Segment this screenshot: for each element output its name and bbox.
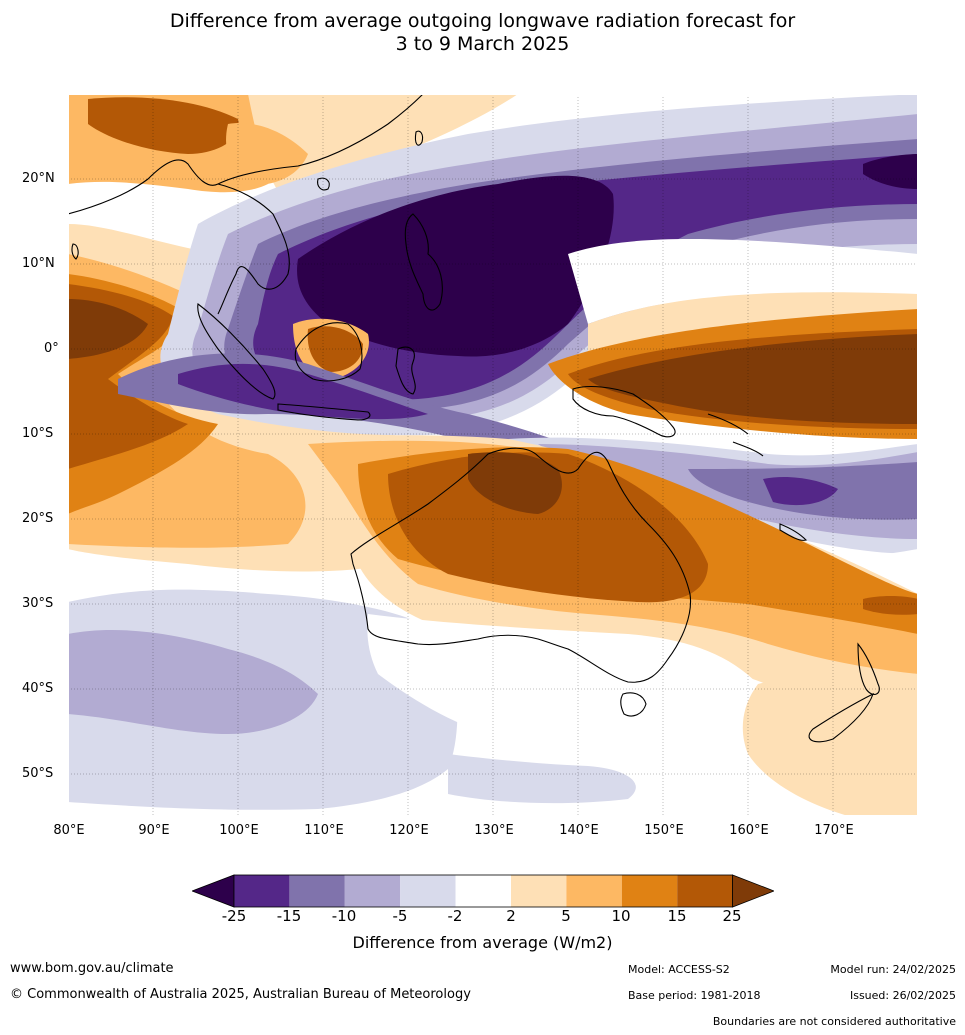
model-text: Model: ACCESS-S2: [628, 963, 730, 976]
legend-tick-3: -10: [331, 907, 357, 925]
legend-tick-4: -5: [392, 907, 408, 925]
legend-tick-1: -25: [221, 907, 247, 925]
lat-label-10s: 10°S: [22, 426, 54, 441]
sumatra-coastline: [197, 303, 276, 400]
solomon-islands-coastline: [707, 413, 764, 457]
legend-tick-2: -15: [276, 907, 302, 925]
hainan-coastline: [317, 177, 330, 191]
colorbar-segment-6: [511, 875, 567, 907]
indochina-coastline: [217, 183, 290, 315]
map-frame: [68, 94, 918, 816]
north-orange-patch: [226, 123, 308, 186]
new-caledonia-coastline: [779, 523, 808, 541]
legend-tick-9: 15: [667, 907, 687, 925]
base-period-text: Base period: 1981-2018: [628, 989, 761, 1002]
disclaimer-text: Boundaries are not considered authoritat…: [712, 1015, 956, 1028]
colorbar-segment-7: [566, 875, 622, 907]
south-australia-white: [367, 614, 761, 756]
lat-label-20s: 20°S: [22, 511, 54, 526]
colorbar-segment-1: [234, 875, 290, 907]
asia-brown-region: [88, 97, 239, 154]
pacific-light-orange: [588, 292, 918, 364]
colorbar-segment-3: [344, 875, 401, 907]
asia-mainland-coastline: [67, 93, 424, 215]
colorbar-left-arrow: [192, 874, 235, 908]
tasman-brown-patch: [863, 595, 918, 615]
southern-mid-purple-region: [68, 629, 318, 734]
tasmania-coastline: [620, 692, 647, 717]
new-zealand-south-coastline: [808, 692, 874, 743]
lon-label-120e: 120°E: [389, 823, 429, 838]
pacific-white-band: [568, 239, 918, 324]
copyright-text: © Commonwealth of Australia 2025, Austra…: [10, 987, 471, 1002]
lat-label-40s: 40°S: [22, 681, 54, 696]
pacific-darkest-brown: [588, 334, 918, 424]
title-line-1: Difference from average outgoing longwav…: [169, 10, 796, 32]
legend-colorbar: [192, 874, 774, 908]
legend-tick-7: 5: [561, 907, 571, 925]
lat-label-10n: 10°N: [22, 256, 55, 271]
issued-text: Issued: 26/02/2025: [849, 989, 956, 1002]
java-coastline: [277, 403, 371, 421]
tasman-light-orange: [742, 672, 918, 816]
sulawesi-coastline: [395, 346, 416, 395]
australia-coastline: [350, 447, 692, 683]
nz-south-light-purple: [448, 754, 636, 804]
lat-label-30s: 30°S: [22, 596, 54, 611]
olr-anomaly-map: [67, 93, 919, 816]
png-coastline: [572, 385, 676, 438]
legend-tick-10: 25: [722, 907, 742, 925]
model-run-text: Model run: 24/02/2025: [830, 963, 956, 976]
lon-label-160e: 160°E: [729, 823, 769, 838]
north-pacific-darkest-purple: [863, 154, 918, 189]
legend-tick-8: 10: [611, 907, 631, 925]
australia-darkest-brown: [468, 452, 562, 514]
lon-label-130e: 130°E: [474, 823, 514, 838]
lat-label-20n: 20°N: [22, 171, 55, 186]
taiwan-coastline: [414, 130, 424, 146]
map-grid: [68, 94, 918, 816]
map-svg: [67, 93, 919, 816]
new-zealand-north-coastline: [857, 642, 880, 695]
coastlines: [67, 93, 880, 743]
colorbar-frame: [233, 874, 734, 908]
lon-label-80e: 80°E: [53, 823, 85, 838]
sri-lanka-coastline: [71, 243, 79, 260]
lon-label-100e: 100°E: [219, 823, 259, 838]
legend-label: Difference from average (W/m2): [352, 933, 613, 952]
lon-label-90e: 90°E: [138, 823, 170, 838]
colorbar-segment-9: [677, 875, 733, 907]
south-pacific-dark-patch: [763, 477, 838, 506]
colorbar-segment-2: [289, 875, 345, 907]
colorbar-right-arrow: [732, 874, 774, 908]
maritime-continent-darkest-purple: [297, 175, 614, 357]
legend-tick-5: -2: [447, 907, 463, 925]
borneo-coastline: [294, 322, 363, 382]
colorbar-segment-4: [400, 875, 456, 907]
australia-brown: [388, 452, 708, 603]
title-line-2: 3 to 9 March 2025: [395, 33, 570, 55]
lon-label-140e: 140°E: [559, 823, 599, 838]
website-link[interactable]: www.bom.gov.au/climate: [10, 961, 174, 976]
legend-tick-6: 2: [506, 907, 516, 925]
philippines-coastline: [404, 213, 443, 311]
indian-ocean-dark-purple-band: [178, 363, 428, 420]
lat-label-equator: 0°: [44, 341, 59, 356]
colorbar-segment-5: [455, 875, 511, 907]
lon-label-150e: 150°E: [644, 823, 684, 838]
lon-label-110e: 110°E: [304, 823, 344, 838]
map-title: Difference from average outgoing longwav…: [0, 10, 965, 56]
colorbar-segment-8: [621, 875, 678, 907]
west-indian-ocean-darkest: [68, 299, 148, 359]
lat-label-50s: 50°S: [22, 766, 54, 781]
lon-label-170e: 170°E: [814, 823, 854, 838]
